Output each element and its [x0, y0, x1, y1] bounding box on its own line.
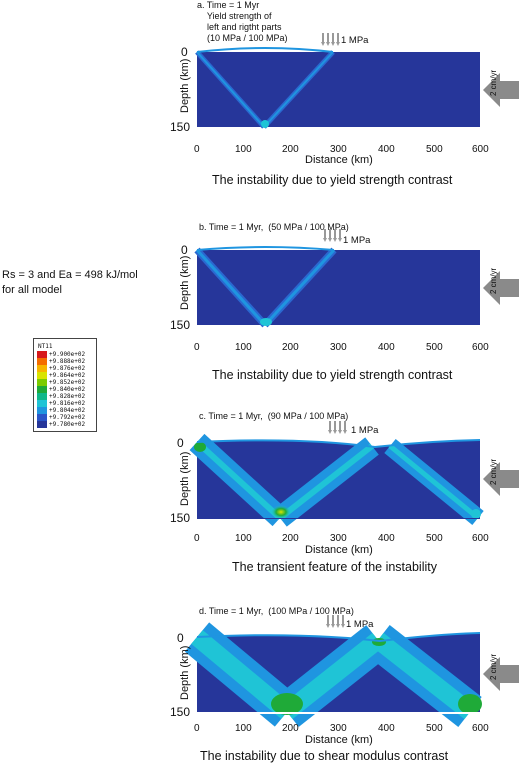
y-tick-label: 0 [181, 243, 188, 257]
x-tick-label: 0 [194, 533, 200, 544]
x-tick-label: 300 [330, 723, 347, 734]
x-tick-label: 300 [330, 144, 347, 155]
panel-d-plot: 1 MPa 2 cm/yr 0 150 Depth (km) 0 100 200… [170, 614, 519, 746]
panel-d-caption: The instability due to shear modulus con… [200, 749, 449, 763]
panel-b-plot: 1 MPa 2 cm/yr 0 150 Depth (km) 0 100 200… [170, 228, 519, 353]
x-tick-label: 100 [235, 533, 252, 544]
y-tick-label: 150 [170, 318, 190, 332]
x-tick-label: 300 [330, 342, 347, 353]
x-tick-label: 300 [330, 533, 347, 544]
y-tick-label: 0 [177, 631, 184, 645]
x-tick-label: 200 [282, 723, 299, 734]
x-tick-label: 600 [472, 144, 489, 155]
legend-swatch [37, 400, 47, 407]
panel-c-caption: The transient feature of the instability [232, 560, 437, 574]
y-axis-label: Depth (km) [179, 452, 191, 506]
param-line-2: for all model [2, 284, 62, 296]
x-tick-label: 400 [378, 342, 395, 353]
y-axis-label: Depth (km) [179, 59, 191, 113]
legend-title: NT11 [38, 343, 53, 350]
legend-swatch [37, 386, 47, 393]
x-tick-label: 200 [282, 144, 299, 155]
legend-swatch [37, 372, 47, 379]
y-tick-label: 0 [181, 45, 188, 59]
y-axis-label: Depth (km) [179, 256, 191, 310]
legend-value: +9.792e+02 [49, 414, 86, 421]
legend-swatch [37, 393, 47, 400]
y-tick-label: 150 [170, 705, 190, 719]
x-tick-label: 400 [378, 723, 395, 734]
x-tick-label: 200 [282, 342, 299, 353]
legend-value: +9.828e+02 [49, 393, 86, 400]
x-tick-label: 600 [472, 533, 489, 544]
load-arrows-icon [322, 228, 343, 243]
legend-value: +9.852e+02 [49, 379, 86, 386]
x-tick-label: 0 [194, 723, 200, 734]
legend-value: +9.816e+02 [49, 400, 86, 407]
load-label: 1 MPa [346, 619, 374, 630]
x-tick-label: 500 [426, 342, 443, 353]
legend-value: +9.780e+02 [49, 421, 86, 428]
param-line-1: Rs = 3 and Ea = 498 kJ/mol [2, 269, 138, 281]
x-tick-label: 500 [426, 144, 443, 155]
load-arrows-icon [325, 614, 346, 629]
velocity-label: 2 cm/yr [489, 653, 498, 680]
panel-a-title: a. Time = 1 Myr Yield strength of left a… [197, 0, 288, 43]
x-tick-label: 0 [194, 144, 200, 155]
model-parameters: Rs = 3 and Ea = 498 kJ/mol for all model [2, 268, 138, 298]
legend-value: +9.864e+02 [49, 372, 86, 379]
x-tick-label: 100 [235, 144, 252, 155]
load-arrows-icon [320, 32, 341, 47]
load-label: 1 MPa [343, 235, 371, 246]
velocity-label: 2 cm/yr [489, 458, 498, 485]
y-tick-label: 150 [170, 120, 190, 134]
x-tick-label: 600 [472, 342, 489, 353]
x-tick-label: 400 [378, 533, 395, 544]
legend-value: +9.900e+02 [49, 351, 86, 358]
load-label: 1 MPa [341, 35, 369, 46]
panel-c-plot: 1 MPa 2 cm/yr 0 150 Depth (km) 0 100 200… [170, 420, 519, 556]
x-axis-label: Distance (km) [305, 544, 373, 556]
legend-swatch [37, 407, 47, 414]
legend-swatch [37, 358, 47, 365]
panel-c-title: c. Time = 1 Myr, (90 MPa / 100 MPa) [199, 411, 349, 421]
panel-a-caption: The instability due to yield strength co… [212, 173, 453, 187]
velocity-label: 2 cm/yr [489, 69, 498, 96]
x-tick-label: 500 [426, 723, 443, 734]
panel-a-plot: 1 MPa 2 cm/yr 0 150 Depth (km) 0 100 200… [170, 32, 519, 166]
legend-value: +9.876e+02 [49, 365, 86, 372]
velocity-label: 2 cm/yr [489, 267, 498, 294]
legend-swatch [37, 379, 47, 386]
x-axis-label: Distance (km) [305, 154, 373, 166]
x-tick-label: 100 [235, 723, 252, 734]
y-axis-label: Depth (km) [179, 646, 191, 700]
x-tick-label: 200 [282, 533, 299, 544]
y-tick-label: 150 [170, 511, 190, 525]
legend-value: +9.888e+02 [49, 358, 86, 365]
x-axis-label: Distance (km) [305, 734, 373, 746]
panel-b-title: b. Time = 1 Myr, (50 MPa / 100 MPa) [199, 222, 349, 232]
legend-value: +9.804e+02 [49, 407, 86, 414]
legend-swatch [37, 421, 47, 428]
x-tick-label: 500 [426, 533, 443, 544]
legend-swatch [37, 351, 47, 358]
legend-swatch [37, 414, 47, 421]
x-tick-label: 100 [235, 342, 252, 353]
y-tick-label: 0 [177, 436, 184, 450]
load-arrows-icon [327, 420, 348, 435]
load-label: 1 MPa [351, 425, 379, 436]
x-tick-label: 400 [378, 144, 395, 155]
x-tick-label: 600 [472, 723, 489, 734]
panel-b-domain [197, 250, 480, 325]
panel-d-title: d. Time = 1 Myr, (100 MPa / 100 MPa) [199, 606, 354, 616]
x-tick-label: 0 [194, 342, 200, 353]
color-legend: NT11 +9.900e+02 +9.888e+02 +9.876e+02 +9… [33, 338, 97, 432]
panel-b-caption: The instability due to yield strength co… [212, 368, 453, 382]
legend-swatch [37, 365, 47, 372]
legend-value: +9.840e+02 [49, 386, 86, 393]
panel-a-domain [197, 52, 480, 127]
